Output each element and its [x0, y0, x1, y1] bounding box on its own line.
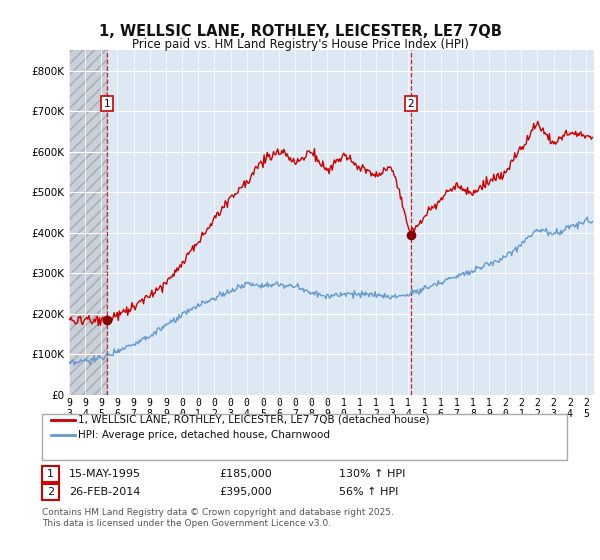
Text: 130% ↑ HPI: 130% ↑ HPI: [339, 469, 406, 479]
Text: Price paid vs. HM Land Registry's House Price Index (HPI): Price paid vs. HM Land Registry's House …: [131, 38, 469, 50]
Bar: [69, 50, 107, 395]
Text: HPI: Average price, detached house, Charnwood: HPI: Average price, detached house, Char…: [78, 430, 330, 440]
Text: £185,000: £185,000: [219, 469, 272, 479]
Text: 1: 1: [47, 469, 54, 479]
Text: 56% ↑ HPI: 56% ↑ HPI: [339, 487, 398, 497]
Text: 26-FEB-2014: 26-FEB-2014: [69, 487, 140, 497]
Text: 1: 1: [104, 99, 110, 109]
Text: Contains HM Land Registry data © Crown copyright and database right 2025.
This d: Contains HM Land Registry data © Crown c…: [42, 508, 394, 528]
Text: 2: 2: [47, 487, 54, 497]
Text: 1, WELLSIC LANE, ROTHLEY, LEICESTER, LE7 7QB (detached house): 1, WELLSIC LANE, ROTHLEY, LEICESTER, LE7…: [78, 415, 430, 425]
Text: 2: 2: [407, 99, 414, 109]
Text: £395,000: £395,000: [219, 487, 272, 497]
Text: 15-MAY-1995: 15-MAY-1995: [69, 469, 141, 479]
Text: 1, WELLSIC LANE, ROTHLEY, LEICESTER, LE7 7QB: 1, WELLSIC LANE, ROTHLEY, LEICESTER, LE7…: [98, 24, 502, 39]
